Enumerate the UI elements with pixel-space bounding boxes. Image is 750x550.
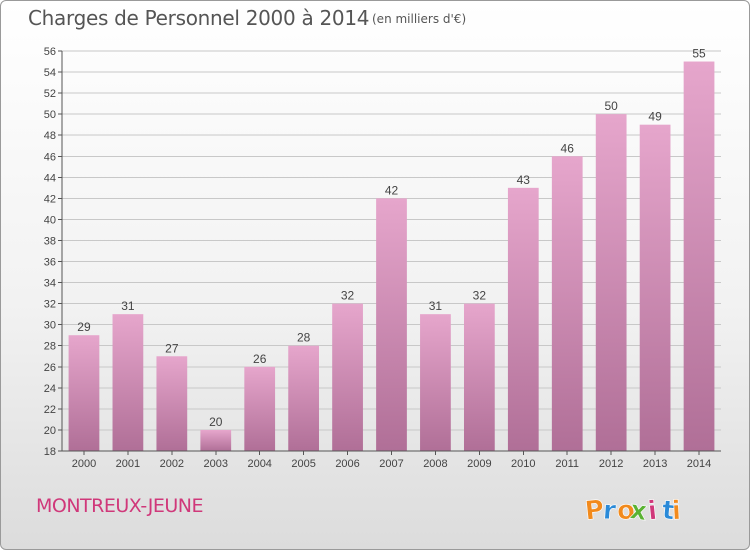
x-tick-label: 2001: [116, 458, 140, 470]
proxiti-logo: Pr oxi ti: [583, 495, 682, 528]
y-tick-label: 30: [44, 320, 56, 332]
bar-2001: [112, 314, 144, 451]
bar-2008: [420, 314, 451, 451]
bar-2012: [595, 114, 627, 451]
bar-value-label: 55: [692, 47, 706, 61]
x-tick-label: 2008: [423, 458, 447, 470]
bar-value-label: 20: [209, 415, 223, 429]
bar-value-label: 27: [165, 341, 179, 355]
y-tick-label: 20: [44, 425, 56, 437]
x-tick-label: 2004: [247, 458, 271, 470]
y-tick-label: 48: [44, 130, 56, 142]
bar-2010: [507, 187, 539, 451]
x-tick-label: 2010: [511, 458, 535, 470]
logo-letter: t: [661, 495, 676, 526]
logo-letter: o: [616, 495, 636, 526]
y-tick-label: 56: [44, 46, 56, 58]
x-tick-label: 2000: [72, 458, 96, 470]
bar-value-label: 32: [473, 289, 487, 303]
bar-2002: [156, 356, 188, 451]
x-tick-label: 2007: [379, 458, 403, 470]
y-tick-label: 22: [44, 404, 56, 416]
bar-value-label: 31: [429, 299, 443, 313]
y-tick-label: 40: [44, 214, 56, 226]
x-tick-label: 2011: [555, 458, 579, 470]
y-tick-label: 42: [44, 193, 56, 205]
x-tick-label: 2014: [687, 458, 711, 470]
y-tick-label: 54: [44, 67, 56, 79]
bar-2005: [288, 345, 320, 451]
bar-value-label: 46: [561, 141, 575, 155]
logo-letter: i: [646, 496, 658, 527]
y-tick-label: 50: [44, 109, 56, 121]
chart-title: Charges de Personnel 2000 à 2014: [28, 6, 370, 30]
x-tick-label: 2006: [335, 458, 359, 470]
x-tick-label: 2005: [291, 458, 315, 470]
y-tick-label: 52: [44, 88, 56, 100]
bar-2007: [376, 198, 407, 451]
x-tick-label: 2013: [643, 458, 667, 470]
y-tick-label: 32: [44, 299, 56, 311]
y-tick-label: 18: [44, 446, 56, 458]
y-tick-label: 24: [44, 383, 56, 395]
chart-unit-note: (en milliers d'€): [372, 12, 467, 26]
bar-value-label: 28: [297, 331, 311, 345]
bar-value-label: 29: [77, 320, 91, 334]
bar-2009: [463, 303, 495, 451]
x-tick-label: 2012: [599, 458, 623, 470]
y-tick-label: 46: [44, 151, 56, 163]
x-tick-label: 2002: [160, 458, 184, 470]
bar-value-label: 42: [385, 183, 399, 197]
place-name: MONTREUX-JEUNE: [36, 495, 204, 517]
y-tick-label: 28: [44, 341, 56, 353]
bar-value-label: 49: [648, 110, 662, 124]
logo-letter: x: [628, 495, 649, 527]
bar-2011: [551, 156, 583, 451]
bar-value-label: 31: [121, 299, 135, 313]
y-tick-label: 44: [44, 172, 56, 184]
y-tick-label: 38: [44, 235, 56, 247]
bar-2014: [683, 61, 715, 452]
bar-2013: [639, 124, 671, 452]
bar-2004: [244, 366, 276, 451]
bar-2006: [332, 303, 363, 451]
logo-letter: r: [602, 496, 617, 527]
y-tick-label: 26: [44, 362, 56, 374]
bar-2000: [68, 335, 100, 451]
bar-value-label: 50: [604, 99, 618, 113]
logo-letter: P: [583, 495, 605, 527]
logo-letter: i: [671, 496, 681, 526]
y-tick-label: 34: [44, 278, 56, 290]
bar-value-label: 26: [253, 352, 267, 366]
y-tick-label: 36: [44, 257, 56, 269]
bar-2003: [200, 429, 232, 451]
bar-value-label: 32: [341, 289, 355, 303]
x-tick-label: 2009: [467, 458, 491, 470]
bar-value-label: 43: [517, 173, 531, 187]
x-tick-label: 2003: [204, 458, 228, 470]
